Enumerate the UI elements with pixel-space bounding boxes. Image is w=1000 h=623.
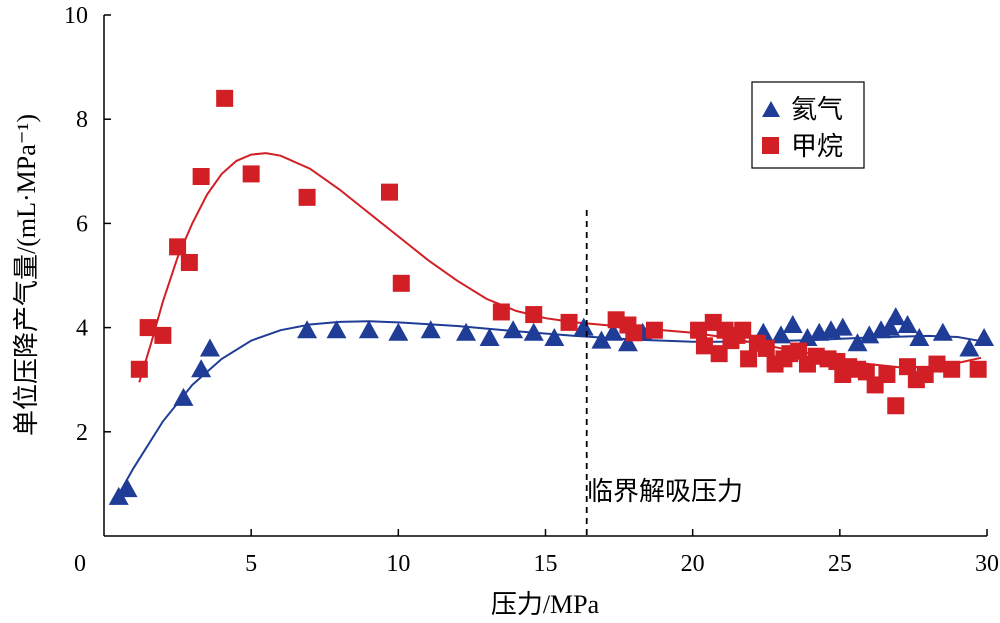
y-tick-label: 6 xyxy=(76,211,88,237)
x-tick-label: 10 xyxy=(386,551,410,577)
y-tick-label: 4 xyxy=(76,316,88,342)
data-point-methane xyxy=(857,363,875,381)
y-tick-label: 8 xyxy=(76,107,88,133)
data-point-methane xyxy=(242,165,260,183)
data-point-methane xyxy=(392,274,410,292)
data-point-helium xyxy=(832,317,853,336)
axis-ticks: 0 5 10 15 20 25 30 2 4 6 8 10 xyxy=(64,3,999,577)
annotation-critical-pressure: 临界解吸压力 xyxy=(587,477,743,506)
data-point-methane xyxy=(130,360,148,378)
y-axis-title: 单位压降产气量/(mL·MPa⁻¹) xyxy=(12,114,41,436)
data-point-methane xyxy=(625,324,643,342)
data-point-methane xyxy=(645,321,663,339)
data-point-methane xyxy=(154,326,172,344)
data-point-methane xyxy=(740,350,758,368)
legend-marker-helium xyxy=(762,101,780,117)
data-point-methane xyxy=(969,360,987,378)
data-point-methane xyxy=(192,168,210,186)
data-point-methane xyxy=(878,365,896,383)
fit-lines xyxy=(111,152,988,506)
data-point-helium xyxy=(617,333,638,352)
data-point-helium xyxy=(456,322,477,341)
data-point-methane xyxy=(492,303,510,321)
x-tick-label: 25 xyxy=(828,551,852,577)
data-point-helium xyxy=(897,314,918,333)
x-tick-label: 0 xyxy=(74,551,86,577)
data-point-helium xyxy=(573,317,594,336)
data-point-helium xyxy=(358,320,379,339)
data-point-helium xyxy=(297,320,318,339)
data-markers xyxy=(108,89,995,505)
data-point-helium xyxy=(117,479,138,498)
data-point-helium xyxy=(503,320,524,339)
data-point-helium xyxy=(479,328,500,347)
data-point-helium xyxy=(770,325,791,344)
x-axis-title: 压力/MPa xyxy=(491,590,600,619)
legend-marker-methane xyxy=(762,137,779,154)
data-point-helium xyxy=(782,314,803,333)
data-point-methane xyxy=(790,342,808,360)
data-point-methane xyxy=(298,188,316,206)
data-point-helium xyxy=(420,320,441,339)
y-tick-label: 10 xyxy=(64,3,88,29)
data-point-methane xyxy=(695,337,713,355)
data-point-methane xyxy=(525,306,543,324)
data-point-helium xyxy=(544,328,565,347)
data-point-methane xyxy=(169,238,187,256)
data-point-helium xyxy=(959,338,980,357)
data-point-helium xyxy=(797,328,818,347)
data-point-methane xyxy=(943,360,961,378)
legend: 氦气 甲烷 xyxy=(751,81,865,169)
data-point-methane xyxy=(734,321,752,339)
data-point-helium xyxy=(909,328,930,347)
data-point-methane xyxy=(710,345,728,363)
x-tick-label: 30 xyxy=(975,551,999,577)
data-point-helium xyxy=(847,333,868,352)
data-point-helium xyxy=(523,322,544,341)
data-point-helium xyxy=(603,322,624,341)
data-point-methane xyxy=(757,339,775,357)
data-point-methane xyxy=(180,253,198,271)
legend-label-methane: 甲烷 xyxy=(791,132,843,161)
y-tick-label: 2 xyxy=(76,420,88,446)
data-point-methane xyxy=(887,397,905,415)
data-point-helium xyxy=(885,307,906,326)
data-point-helium xyxy=(326,320,347,339)
data-point-methane xyxy=(139,319,157,337)
data-point-methane xyxy=(381,183,399,201)
data-point-helium xyxy=(879,317,900,336)
x-tick-label: 5 xyxy=(245,551,257,577)
data-point-methane xyxy=(216,89,234,107)
data-point-helium xyxy=(173,387,194,406)
x-tick-label: 20 xyxy=(681,551,705,577)
data-point-methane xyxy=(560,313,578,331)
data-point-helium xyxy=(859,325,880,344)
data-point-helium xyxy=(932,322,953,341)
data-point-helium xyxy=(191,359,212,378)
data-point-helium xyxy=(388,322,409,341)
data-point-methane xyxy=(899,358,917,376)
data-point-helium xyxy=(974,328,995,347)
legend-label-helium: 氦气 xyxy=(791,95,843,124)
data-point-methane xyxy=(928,355,946,373)
data-point-helium xyxy=(591,330,612,349)
data-point-methane xyxy=(690,321,708,339)
data-point-helium xyxy=(199,338,220,357)
x-tick-label: 15 xyxy=(534,551,558,577)
